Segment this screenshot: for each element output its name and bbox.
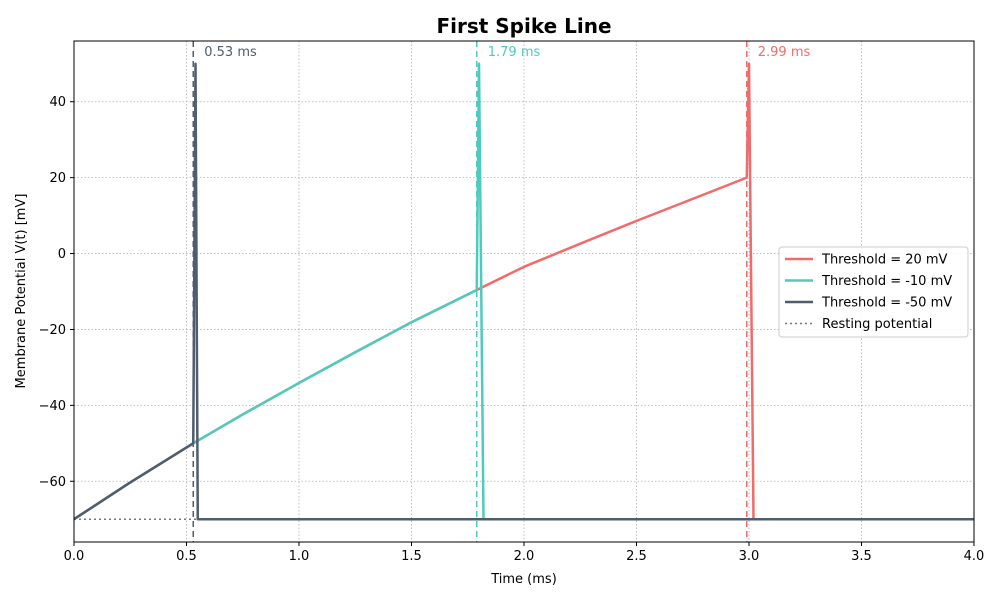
legend-label: Threshold = -50 mV <box>821 296 952 311</box>
annotation-layer: 2.99 ms 1.79 ms 0.53 ms <box>204 45 810 60</box>
x-tick-label: 4.0 <box>964 549 985 564</box>
y-axis-label: Membrane Potential V(t) [mV] <box>14 194 29 389</box>
legend-box <box>778 246 969 338</box>
x-tick-label: 3.0 <box>739 549 760 564</box>
legend-label: Threshold = -10 mV <box>821 274 952 289</box>
series-layer <box>73 62 974 521</box>
y-tick-label: 0 <box>58 247 66 262</box>
x-tick-label: 1.0 <box>289 549 310 564</box>
tick-layer: 0.0 0.5 1.0 1.5 2.0 2.5 3.0 3.5 4.0 −60 −40 −20 0 20 4… <box>39 95 985 564</box>
legend-label: Resting potential <box>822 317 932 332</box>
x-axis-label: Time (ms) <box>490 572 557 587</box>
y-tick-label: −20 <box>39 323 66 338</box>
y-tick-label: −40 <box>39 399 66 414</box>
spike-time-label: 0.53 ms <box>204 45 257 60</box>
y-tick-label: 20 <box>49 171 66 186</box>
series-line <box>73 62 974 521</box>
x-tick-label: 0.0 <box>64 549 85 564</box>
spike-time-label: 1.79 ms <box>488 45 541 60</box>
chart-title: First Spike Line <box>436 14 611 38</box>
x-tick-label: 0.5 <box>176 549 197 564</box>
y-tick-label: −60 <box>39 475 66 490</box>
y-tick-label: 40 <box>49 95 66 110</box>
x-tick-label: 3.5 <box>851 549 872 564</box>
x-tick-label: 1.5 <box>401 549 422 564</box>
legend-label: Threshold = 20 mV <box>821 253 948 268</box>
x-tick-label: 2.5 <box>626 549 647 564</box>
x-tick-label: 2.0 <box>514 549 535 564</box>
spike-time-label: 2.99 ms <box>758 45 811 60</box>
legend: Threshold = 20 mV Threshold = -10 mV Thres… <box>778 246 969 338</box>
